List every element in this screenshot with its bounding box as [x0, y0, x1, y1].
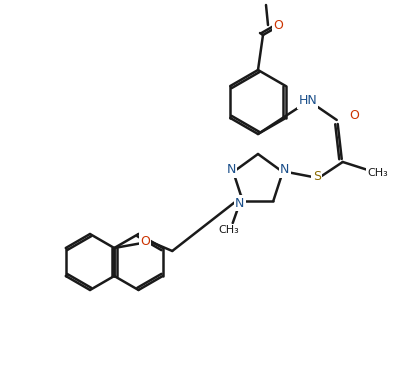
Text: O: O	[140, 235, 150, 248]
Text: HN: HN	[298, 94, 317, 107]
Text: N: N	[280, 164, 289, 176]
Text: N: N	[227, 164, 236, 176]
Text: O: O	[273, 18, 283, 31]
Text: S: S	[313, 171, 321, 184]
Text: CH₃: CH₃	[368, 168, 388, 178]
Text: O: O	[349, 110, 359, 122]
Text: CH₃: CH₃	[218, 225, 239, 235]
Text: N: N	[235, 196, 245, 209]
